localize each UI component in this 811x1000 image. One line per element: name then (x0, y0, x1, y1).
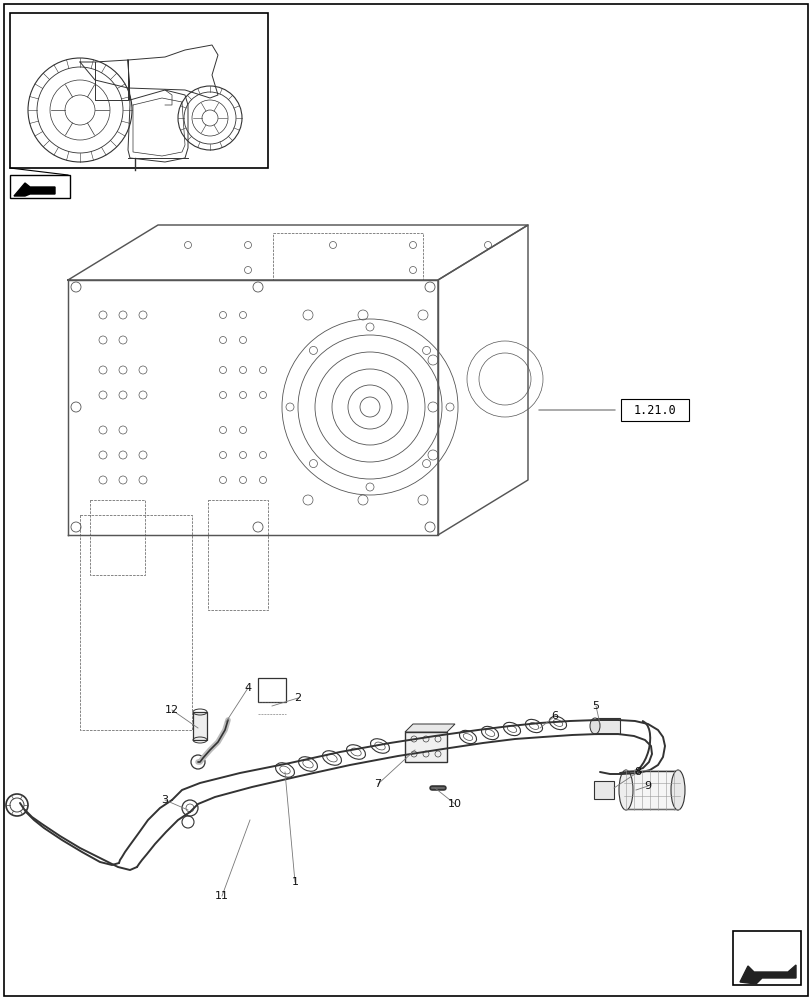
Text: 11: 11 (215, 891, 229, 901)
Bar (620, 399, 689, 421)
Polygon shape (739, 965, 795, 984)
Polygon shape (14, 183, 55, 196)
Text: 8: 8 (633, 767, 641, 777)
Text: 1: 1 (291, 877, 298, 887)
Polygon shape (405, 724, 454, 732)
Bar (625, 771, 677, 809)
Bar (594, 718, 620, 734)
Text: 6: 6 (551, 711, 558, 721)
Bar (10, 13, 268, 168)
Bar (594, 781, 613, 799)
Bar (80, 515, 191, 730)
Text: 4: 4 (244, 683, 251, 693)
Text: 5: 5 (592, 701, 599, 711)
Bar (208, 500, 268, 610)
Text: 12: 12 (165, 705, 179, 715)
Ellipse shape (670, 770, 684, 810)
Bar (10, 175, 70, 198)
Text: 2: 2 (294, 693, 301, 703)
Bar (193, 712, 207, 740)
Bar (732, 931, 800, 985)
Bar (258, 678, 285, 702)
Text: 1.21.0: 1.21.0 (633, 403, 676, 416)
Bar (405, 732, 446, 762)
Bar (90, 500, 145, 575)
Ellipse shape (590, 718, 599, 734)
Text: 9: 9 (644, 781, 650, 791)
Text: 3: 3 (161, 795, 169, 805)
Text: 7: 7 (374, 779, 381, 789)
Text: 10: 10 (448, 799, 461, 809)
Ellipse shape (618, 770, 633, 810)
